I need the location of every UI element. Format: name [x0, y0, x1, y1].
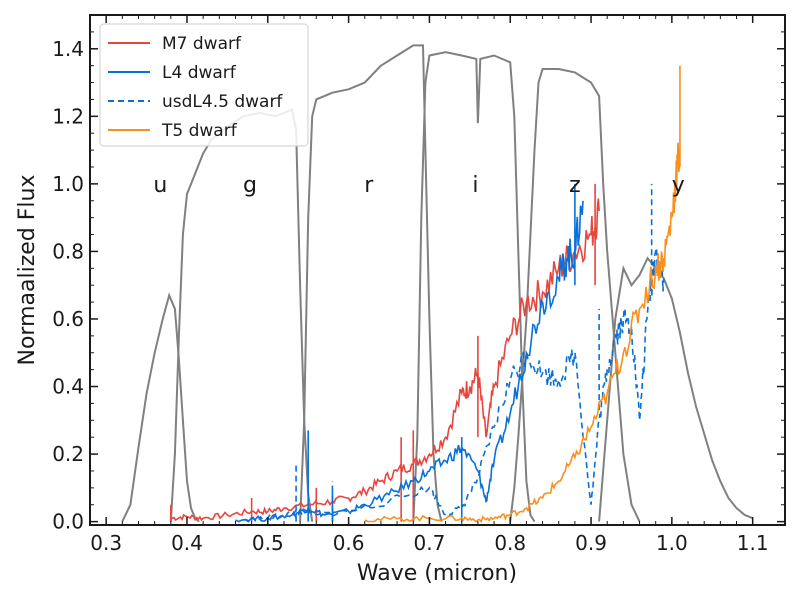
- x-tick-label: 0.8: [494, 531, 526, 555]
- band-label-z: z: [569, 173, 581, 198]
- x-axis-label: Wave (micron): [357, 561, 517, 586]
- legend: M7 dwarf L4 dwarf usdL4.5 dwarf T5 dwarf: [99, 23, 309, 147]
- band-label-y: y: [672, 173, 685, 198]
- x-tick-label: 0.4: [171, 531, 203, 555]
- series-t5-dwarf: [364, 142, 681, 524]
- y-tick-label: 0.6: [52, 307, 84, 331]
- y-tick-label: 0.0: [52, 510, 84, 534]
- x-tick-label: 0.6: [333, 531, 365, 555]
- legend-label-l4-dwarf: L4 dwarf: [162, 63, 237, 83]
- x-tick-label: 0.5: [252, 531, 284, 555]
- y-tick-label: 1.2: [52, 104, 84, 128]
- y-tick-label: 1.4: [52, 37, 84, 61]
- legend-label-m7-dwarf: M7 dwarf: [162, 34, 242, 54]
- legend-label-usdl4-5-dwarf: usdL4.5 dwarf: [162, 92, 283, 112]
- data-series: [170, 65, 681, 524]
- series-m7-dwarf: [170, 198, 600, 522]
- y-axis-label: Normaalized Flux: [15, 175, 40, 366]
- legend-box: [99, 23, 309, 147]
- y-tick-label: 0.2: [52, 442, 84, 466]
- y-tick-label: 1.0: [52, 172, 84, 196]
- band-label-u: u: [153, 173, 167, 198]
- series-usdl4-5-dwarf: [243, 247, 665, 523]
- series-l4-dwarf: [235, 200, 584, 523]
- y-tick-label: 0.4: [52, 375, 84, 399]
- legend-label-t5-dwarf: T5 dwarf: [161, 121, 238, 141]
- band-label-r: r: [364, 173, 374, 198]
- filter-curve-y: [598, 256, 754, 522]
- x-tick-label: 0.7: [414, 531, 446, 555]
- band-label-g: g: [243, 173, 257, 198]
- band-label-i: i: [472, 173, 478, 198]
- filter-curve-r: [299, 44, 443, 522]
- x-tick-label: 1.1: [737, 531, 769, 555]
- filter-curve-i: [412, 51, 536, 523]
- x-tick-label: 0.9: [575, 531, 607, 555]
- plot-frame: [89, 14, 786, 526]
- x-tick-label: 0.3: [90, 531, 122, 555]
- x-tick-label: 1.0: [656, 531, 688, 555]
- filter-curve-u: [121, 292, 200, 523]
- y-tick-label: 0.8: [52, 239, 84, 263]
